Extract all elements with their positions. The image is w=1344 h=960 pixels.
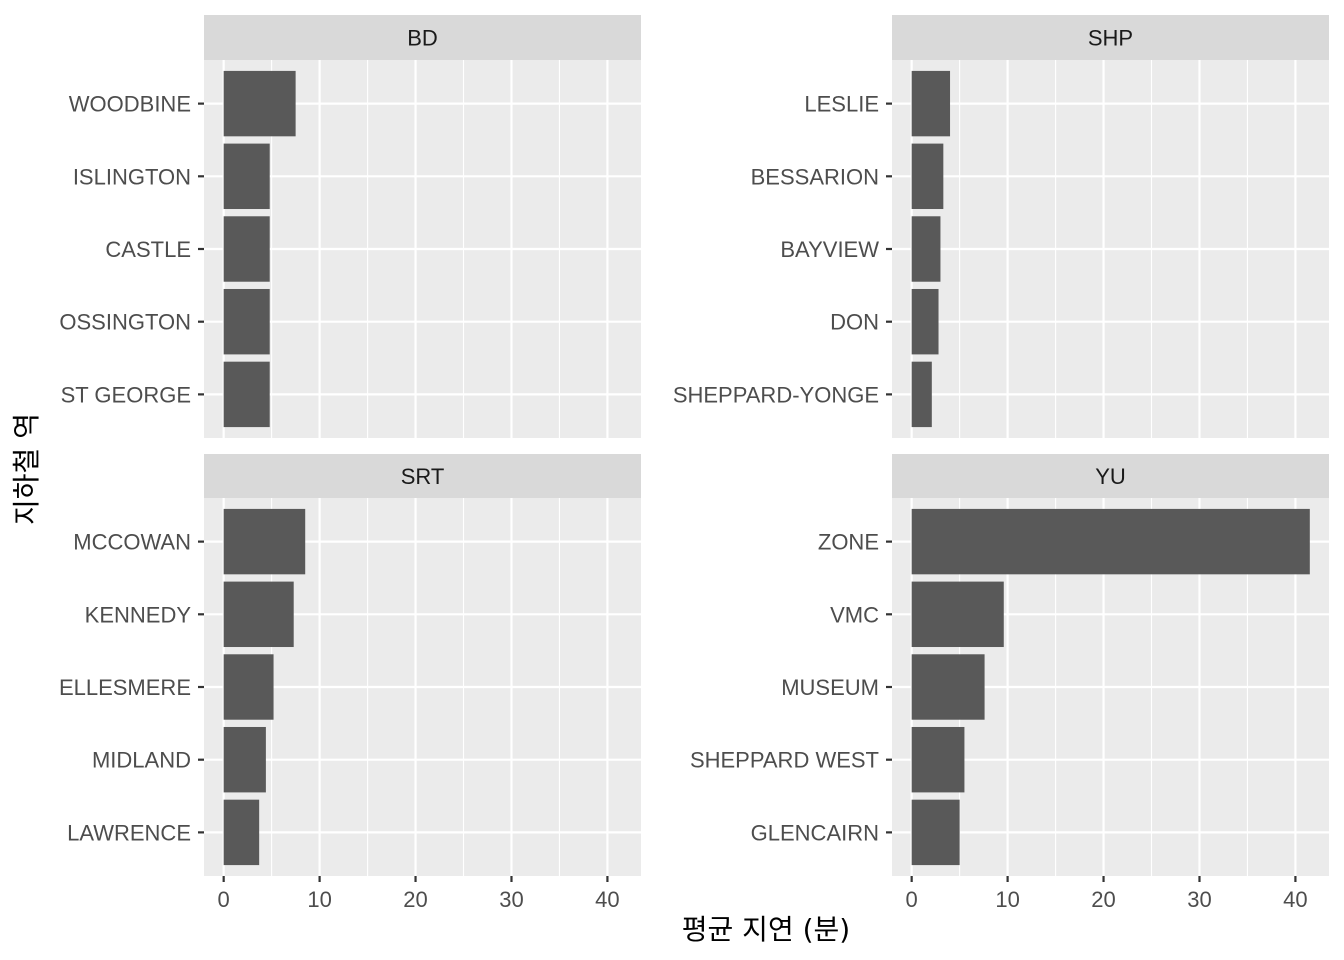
bar-bessarion (911, 143, 944, 210)
bar-sheppard-yonge (911, 361, 932, 428)
x-tick-label: 10 (307, 887, 331, 912)
y-tick-label: DON (830, 310, 879, 335)
y-tick-label: KENNEDY (85, 602, 192, 627)
facet-strip-label: YU (1095, 464, 1126, 489)
y-tick-label: ISLINGTON (73, 164, 191, 189)
facet-strip-label: BD (407, 26, 438, 51)
y-tick-label: ZONE (818, 530, 879, 555)
y-tick-label: LESLIE (804, 92, 879, 117)
bar-vmc (911, 581, 1004, 648)
bar-glencairn (911, 799, 960, 866)
bar-bayview (911, 216, 941, 282)
y-axis-title: 지하철 역 (10, 413, 43, 525)
x-tick-label: 20 (1091, 887, 1115, 912)
x-tick-label: 10 (995, 887, 1019, 912)
x-tick-label: 20 (403, 887, 427, 912)
x-tick-label: 40 (595, 887, 619, 912)
bar-islington (223, 143, 270, 210)
y-tick-label: BAYVIEW (780, 237, 879, 262)
facet-panels: BD WOODBINE ISLINGTON CASTLE OSSINGTON ST GEO… (59, 15, 1329, 912)
y-tick-label: WOODBINE (69, 92, 191, 117)
y-tick-label: ELLESMERE (59, 675, 191, 700)
y-tick-label: MIDLAND (92, 748, 191, 773)
bar-leslie (911, 70, 951, 137)
y-tick-label: SHEPPARD-YONGE (673, 382, 879, 407)
x-tick-label: 0 (218, 887, 230, 912)
bar-ossington (223, 288, 270, 355)
bar-sheppard-west (911, 726, 965, 793)
facet-strip-label: SRT (401, 464, 445, 489)
x-tick-label: 0 (906, 887, 918, 912)
y-tick-label: LAWRENCE (67, 820, 191, 845)
bar-st-george (223, 361, 270, 428)
bar-zone (911, 508, 1310, 575)
y-tick-label: MUSEUM (781, 675, 879, 700)
facet-shp: SHP LESLIE BESSARION BAYVIEW DON SHEPPARD-YON… (673, 15, 1329, 438)
bar-don (911, 288, 939, 355)
y-tick-label: ST GEORGE (61, 382, 191, 407)
facet-srt: SRT MCCOWAN KENNEDY ELLESMERE MIDLAND LAWRENC… (59, 454, 641, 912)
bar-museum (911, 654, 985, 720)
bar-lawrence (223, 799, 260, 866)
facet-strip (204, 15, 641, 60)
y-tick-label: SHEPPARD WEST (690, 748, 879, 773)
facet-strip (892, 454, 1329, 498)
y-tick-label: VMC (830, 602, 879, 627)
bar-woodbine (223, 70, 296, 137)
facet-strip-label: SHP (1088, 26, 1133, 51)
y-tick-label: BESSARION (751, 164, 879, 189)
facet-strip (204, 454, 641, 498)
y-tick-label: OSSINGTON (59, 310, 191, 335)
x-tick-label: 30 (1187, 887, 1211, 912)
x-tick-label: 40 (1283, 887, 1307, 912)
facet-strip (892, 15, 1329, 60)
bar-mccowan (223, 508, 306, 575)
y-tick-label: CASTLE (105, 237, 191, 262)
y-tick-label: GLENCAIRN (751, 820, 879, 845)
x-axis-title: 평균 지연 (분) (682, 913, 850, 946)
bar-midland (223, 726, 266, 793)
bar-ellesmere (223, 654, 274, 720)
y-tick-label: MCCOWAN (73, 530, 191, 555)
facet-bd: BD WOODBINE ISLINGTON CASTLE OSSINGTON ST GEO… (59, 15, 641, 438)
bar-castle (223, 216, 270, 282)
facet-yu: YU ZONE VMC MUSEUM SHEPPARD WEST GLENCAIRN 0 10… (690, 454, 1329, 912)
bar-kennedy (223, 581, 294, 648)
x-tick-label: 30 (499, 887, 523, 912)
